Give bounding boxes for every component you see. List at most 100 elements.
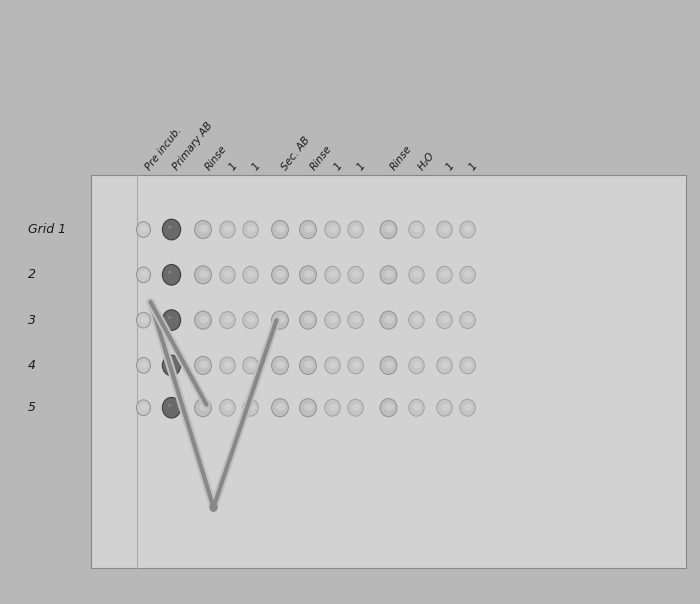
Ellipse shape	[464, 316, 473, 323]
Ellipse shape	[325, 399, 340, 416]
Text: 1: 1	[251, 161, 262, 172]
Ellipse shape	[199, 225, 209, 233]
Text: 4: 4	[28, 359, 36, 372]
Ellipse shape	[380, 266, 397, 284]
Text: 2: 2	[28, 268, 36, 281]
Ellipse shape	[329, 225, 337, 233]
Ellipse shape	[348, 221, 363, 238]
Ellipse shape	[441, 361, 449, 368]
Ellipse shape	[220, 357, 235, 374]
Ellipse shape	[140, 271, 148, 277]
Ellipse shape	[348, 357, 363, 374]
FancyBboxPatch shape	[91, 175, 686, 568]
Ellipse shape	[413, 316, 421, 323]
Ellipse shape	[441, 271, 449, 278]
Ellipse shape	[329, 316, 337, 323]
Ellipse shape	[199, 361, 209, 368]
Ellipse shape	[162, 397, 181, 418]
Ellipse shape	[409, 221, 424, 238]
Ellipse shape	[272, 220, 288, 239]
Ellipse shape	[220, 399, 235, 416]
Ellipse shape	[224, 361, 232, 368]
Ellipse shape	[247, 361, 256, 368]
Ellipse shape	[437, 312, 452, 329]
Ellipse shape	[460, 399, 475, 416]
Ellipse shape	[243, 357, 258, 374]
Ellipse shape	[409, 312, 424, 329]
Ellipse shape	[304, 403, 314, 411]
Ellipse shape	[300, 356, 316, 374]
Ellipse shape	[460, 312, 475, 329]
Ellipse shape	[136, 222, 150, 237]
Ellipse shape	[220, 312, 235, 329]
Ellipse shape	[247, 271, 256, 278]
Text: 1: 1	[332, 161, 344, 172]
Ellipse shape	[437, 266, 452, 283]
Ellipse shape	[162, 310, 181, 330]
Ellipse shape	[348, 399, 363, 416]
Ellipse shape	[385, 315, 394, 323]
Ellipse shape	[140, 361, 148, 368]
Text: Rinse: Rinse	[308, 144, 333, 172]
Ellipse shape	[325, 312, 340, 329]
Ellipse shape	[413, 361, 421, 368]
Ellipse shape	[352, 316, 361, 323]
Ellipse shape	[224, 403, 232, 411]
Ellipse shape	[140, 225, 148, 232]
Ellipse shape	[380, 311, 397, 329]
Ellipse shape	[304, 270, 314, 278]
Ellipse shape	[195, 399, 211, 417]
Text: Rinse: Rinse	[389, 144, 414, 172]
Ellipse shape	[247, 316, 256, 323]
Ellipse shape	[195, 220, 211, 239]
Ellipse shape	[199, 403, 209, 411]
Ellipse shape	[329, 271, 337, 278]
Ellipse shape	[441, 316, 449, 323]
Ellipse shape	[162, 265, 181, 285]
Ellipse shape	[168, 361, 172, 364]
Ellipse shape	[413, 403, 421, 411]
Ellipse shape	[325, 266, 340, 283]
Ellipse shape	[460, 221, 475, 238]
Ellipse shape	[352, 225, 361, 233]
Ellipse shape	[413, 225, 421, 233]
Ellipse shape	[304, 315, 314, 323]
Ellipse shape	[220, 221, 235, 238]
Ellipse shape	[276, 361, 286, 368]
Ellipse shape	[243, 312, 258, 329]
Ellipse shape	[413, 271, 421, 278]
Ellipse shape	[195, 356, 211, 374]
Text: 1: 1	[228, 161, 239, 172]
Ellipse shape	[329, 361, 337, 368]
Ellipse shape	[272, 311, 288, 329]
Ellipse shape	[437, 221, 452, 238]
Ellipse shape	[136, 400, 150, 416]
Ellipse shape	[136, 358, 150, 373]
Text: 5: 5	[28, 401, 36, 414]
Ellipse shape	[199, 270, 209, 278]
Ellipse shape	[300, 311, 316, 329]
Ellipse shape	[409, 266, 424, 283]
Ellipse shape	[460, 266, 475, 283]
Ellipse shape	[348, 312, 363, 329]
Ellipse shape	[437, 357, 452, 374]
Ellipse shape	[464, 361, 473, 368]
Ellipse shape	[352, 271, 361, 278]
Ellipse shape	[276, 315, 286, 323]
Ellipse shape	[304, 225, 314, 233]
Text: 1: 1	[468, 161, 480, 172]
Ellipse shape	[243, 221, 258, 238]
Ellipse shape	[441, 403, 449, 411]
Ellipse shape	[460, 357, 475, 374]
Ellipse shape	[168, 271, 172, 274]
Ellipse shape	[140, 403, 148, 410]
Text: 1: 1	[444, 161, 456, 172]
Ellipse shape	[276, 403, 286, 411]
Ellipse shape	[380, 399, 397, 417]
Ellipse shape	[441, 225, 449, 233]
Ellipse shape	[329, 403, 337, 411]
Ellipse shape	[380, 220, 397, 239]
Ellipse shape	[276, 225, 286, 233]
Text: Grid 1: Grid 1	[28, 223, 66, 236]
Text: Primary AB: Primary AB	[172, 120, 215, 172]
